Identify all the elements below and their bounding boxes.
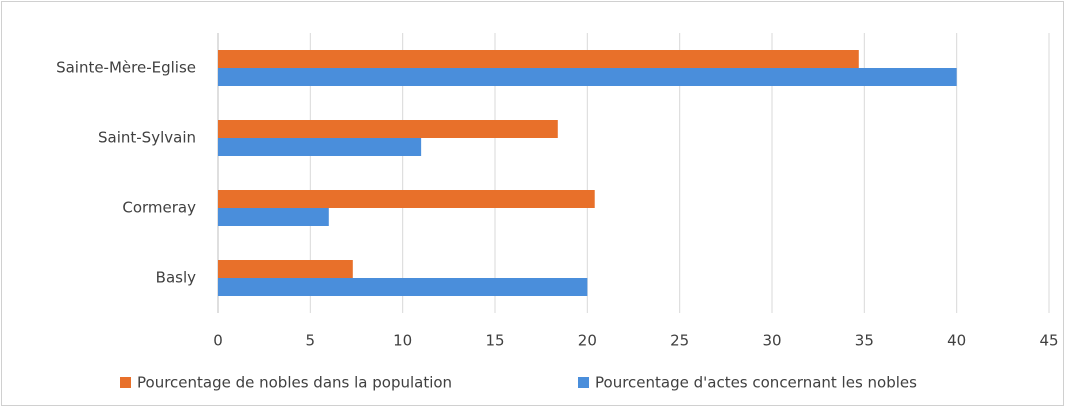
x-tick-label: 5 (306, 332, 316, 350)
x-tick-label: 25 (670, 332, 689, 350)
legend-label: Pourcentage de nobles dans la population (137, 374, 452, 392)
bar (218, 190, 595, 208)
y-tick-label: Cormeray (122, 199, 196, 217)
legend-label: Pourcentage d'actes concernant les noble… (595, 374, 917, 392)
y-tick-label: Saint-Sylvain (98, 129, 196, 147)
x-tick-label: 40 (947, 332, 966, 350)
x-tick-label: 15 (485, 332, 504, 350)
x-tick-label: 45 (1039, 332, 1058, 350)
x-tick-label: 35 (855, 332, 874, 350)
y-tick-label: Basly (156, 269, 196, 287)
bar (218, 208, 329, 226)
x-tick-label: 30 (762, 332, 781, 350)
legend-swatch (578, 377, 589, 388)
bar (218, 50, 859, 68)
x-tick-label: 0 (213, 332, 223, 350)
bar (218, 138, 422, 156)
bar (218, 68, 957, 86)
x-tick-label: 10 (393, 332, 412, 350)
legend-swatch (120, 377, 131, 388)
x-tick-label: 20 (578, 332, 597, 350)
bar (218, 260, 353, 278)
bar (218, 278, 588, 296)
bar (218, 120, 558, 138)
y-tick-label: Sainte-Mère-Eglise (56, 59, 196, 77)
